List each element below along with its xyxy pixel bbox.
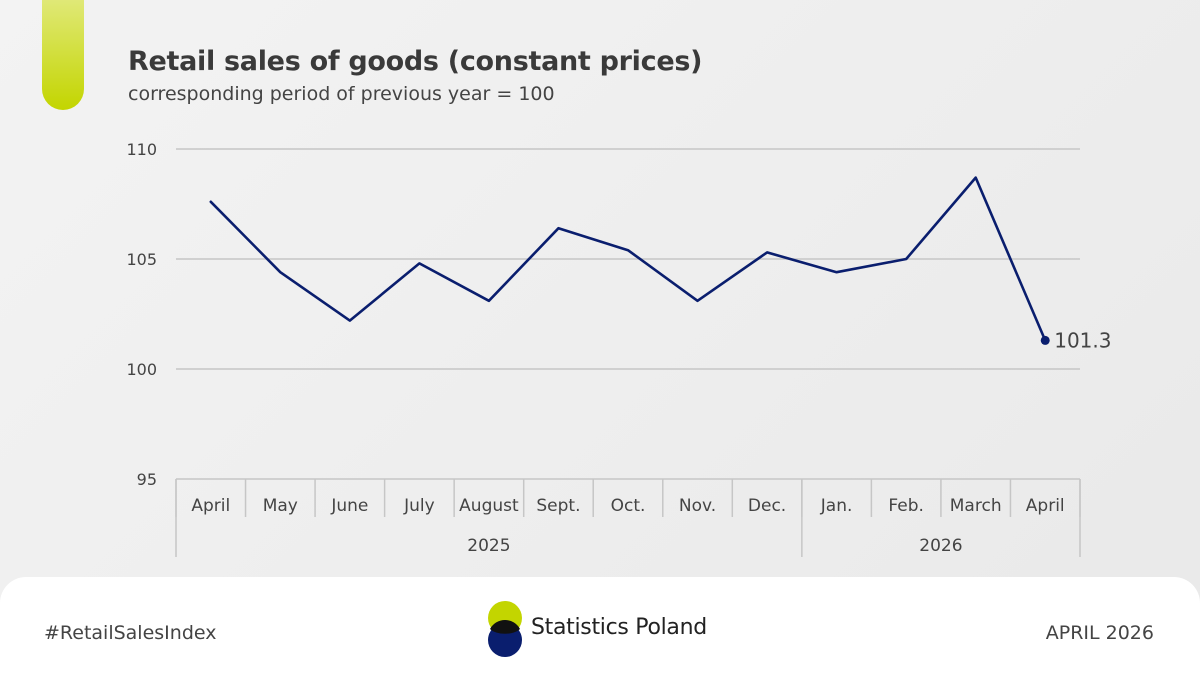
last-data-point: [1040, 335, 1050, 345]
x-tick-label: August: [459, 496, 519, 516]
x-tick-label: May: [263, 496, 298, 516]
x-tick-label: Nov.: [679, 496, 716, 516]
chart-title: Retail sales of goods (constant prices): [128, 46, 703, 77]
x-tick-label: June: [330, 496, 368, 516]
statistics-poland-logo-icon: [488, 601, 522, 657]
x-tick-label: July: [403, 496, 435, 516]
x-tick-label: April: [191, 496, 230, 516]
release-date: APRIL 2026: [1045, 622, 1154, 644]
x-tick-label: Sept.: [536, 496, 580, 516]
x-tick-label: March: [950, 496, 1002, 516]
x-tick-label: April: [1026, 496, 1065, 516]
y-tick-label: 110: [126, 140, 157, 159]
y-tick-label: 95: [137, 470, 157, 489]
accent-bar: [42, 0, 84, 110]
line-chart: 95 100 105 110 April May June July August Sept. Oc…: [126, 140, 1111, 557]
year-label: 2026: [919, 536, 962, 556]
x-tick-label: Dec.: [748, 496, 786, 516]
last-value-label: 101.3: [1054, 328, 1111, 352]
x-tick-label: Jan.: [820, 496, 853, 516]
x-tick-label: Oct.: [611, 496, 646, 516]
hashtag-text: #RetailSalesIndex: [44, 622, 217, 644]
chart-subtitle: corresponding period of previous year = …: [128, 83, 555, 105]
x-tick-label: Feb.: [888, 496, 924, 516]
footer-bar: [0, 577, 1200, 675]
year-label: 2025: [467, 536, 510, 556]
series-line: [209, 176, 1047, 342]
brand-name: Statistics Poland: [531, 615, 707, 640]
y-tick-label: 105: [126, 250, 157, 269]
y-tick-label: 100: [126, 360, 157, 379]
